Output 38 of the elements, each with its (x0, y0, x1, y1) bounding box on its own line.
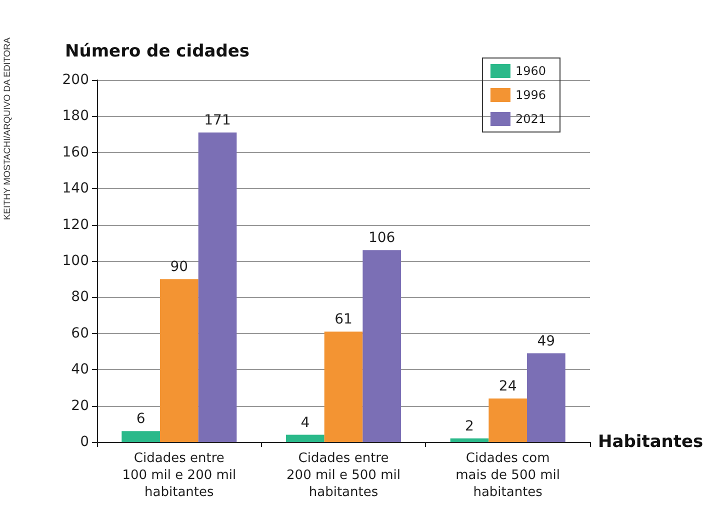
text: KEITHY MOSTACHI/ARQUIVO DA EDITORA (2, 36, 12, 220)
bar (160, 279, 198, 442)
bar (324, 332, 363, 442)
bar (286, 434, 324, 442)
data-label: 61 (334, 312, 352, 328)
y-tick-label: 140 (62, 180, 89, 197)
data-label: 2 (465, 418, 474, 434)
y-tick-label: 160 (62, 144, 89, 160)
legend-label: 1960 (515, 64, 546, 78)
y-tick-label: 100 (62, 253, 89, 269)
data-label: 90 (170, 259, 188, 276)
y-tick-label: 20 (71, 398, 89, 414)
legend-label: 2021 (515, 112, 546, 126)
bar (527, 353, 566, 442)
bar (450, 438, 489, 442)
x-tick-label: Cidades entre 100 mil e 200 mil habitantes (122, 451, 236, 500)
data-label: 106 (368, 230, 396, 246)
bar (362, 250, 402, 442)
y-tick-label: 40 (71, 362, 89, 378)
y-tick-label: 200 (62, 72, 89, 88)
y-tick-label: 80 (71, 289, 89, 306)
bar (198, 132, 237, 442)
y-tick-label: 120 (62, 216, 89, 233)
y-tick-label: 60 (71, 325, 89, 342)
y-tick-label: 180 (62, 108, 89, 124)
data-label: 49 (537, 333, 556, 350)
x-axis-title: Habitantes (598, 432, 704, 452)
bar (488, 398, 528, 442)
x-tick-label: Cidades entre 200 mil e 500 mil habitantes (286, 451, 400, 500)
chart-title: Número de cidades (65, 42, 250, 62)
legend-label: 1996 (515, 88, 546, 102)
bar (122, 431, 160, 442)
data-label: 4 (300, 414, 310, 431)
data-label: 6 (136, 411, 146, 428)
x-tick-label: Cidades com mais de 500 mil habitantes (456, 451, 560, 500)
data-label: 24 (498, 378, 517, 395)
data-label: 171 (204, 112, 231, 128)
y-tick-label: 0 (80, 434, 89, 450)
